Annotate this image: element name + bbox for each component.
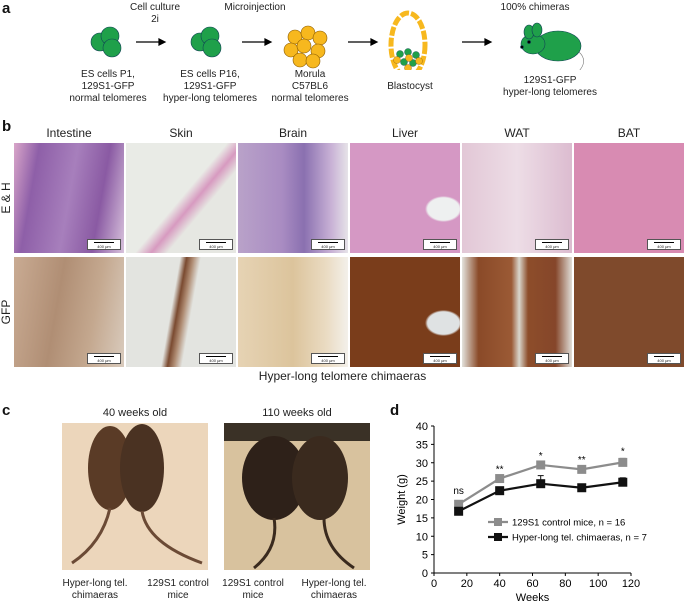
legend-marker (494, 533, 502, 541)
significance-label: ns (453, 486, 464, 497)
data-point (577, 483, 587, 493)
panel-b-label: b (2, 118, 12, 135)
y-tick-label: 35 (416, 439, 428, 451)
micrograph-skin-gfp: 400 μm (126, 257, 236, 367)
significance-label: * (621, 446, 625, 457)
legend-label: Hyper-long tel. chimaeras, n = 7 (512, 533, 647, 544)
legend-label: 129S1 control mice, n = 16 (512, 518, 625, 529)
scale-bar: 400 μm (87, 239, 121, 250)
panel-d-label: d (390, 402, 400, 419)
data-point (495, 474, 505, 484)
y-tick-label: 10 (416, 531, 428, 543)
scale-bar: 400 μm (199, 239, 233, 250)
scale-bar: 400 μm (87, 353, 121, 364)
y-tick-label: 30 (416, 458, 428, 470)
panel-a-label: a (2, 0, 11, 17)
step-caption: ES cells P16, 129S1-GFP hyper-long telom… (163, 69, 257, 104)
micrograph-intestine-he: 400 μm (14, 143, 124, 253)
step-caption: Morula C57BL6 normal telomeres (271, 69, 349, 104)
es-cells-p1-icon (90, 26, 122, 58)
scale-bar: 400 μm (199, 353, 233, 364)
arrow-icons (136, 38, 493, 46)
micrograph-wat-gfp: 400 μm (462, 257, 572, 367)
scale-bar: 400 μm (423, 239, 457, 250)
x-tick-label: 40 (494, 578, 506, 590)
mouse-label: Hyper-long tel. chimaeras (301, 578, 367, 601)
micrograph-bat-gfp: 400 μm (574, 257, 684, 367)
panel-c-label: c (2, 402, 11, 419)
micrograph-wat-he: 400 μm (462, 143, 572, 253)
data-point (454, 506, 464, 516)
scale-bar: 400 μm (647, 353, 681, 364)
y-tick-label: 20 (416, 495, 428, 507)
x-tick-label: 120 (622, 578, 640, 590)
micrograph-intestine-gfp: 400 μm (14, 257, 124, 367)
column-header: Intestine (46, 126, 92, 140)
x-tick-label: 20 (461, 578, 473, 590)
data-point (618, 477, 628, 487)
scale-bar: 400 μm (647, 239, 681, 250)
blastocyst-icon (388, 10, 428, 70)
mouse-label: 129S1 control mice (147, 578, 209, 601)
micrograph-liver-gfp: 400 μm (350, 257, 460, 367)
y-tick-label: 40 (416, 421, 428, 433)
column-header: BAT (617, 126, 641, 140)
y-tick-label: 5 (422, 550, 428, 562)
mouse-label: Hyper-long tel. chimaeras (62, 578, 128, 601)
workflow-diagram (90, 10, 584, 70)
column-header: Brain (278, 126, 307, 140)
column-header: Liver (391, 126, 418, 140)
arrow-label-cell-culture: Cell culture 2i (129, 2, 181, 25)
y-tick-label: 15 (416, 513, 428, 525)
column-header: WAT (504, 126, 530, 140)
data-point (536, 479, 546, 489)
micrograph-brain-gfp: 400 μm (238, 257, 348, 367)
es-cells-p16-icon (190, 26, 222, 58)
data-point (536, 460, 546, 470)
data-point (454, 499, 464, 509)
step-caption: Blastocyst (387, 81, 433, 92)
micrograph-liver-he: 400 μm (350, 143, 460, 253)
photo-title: 110 weeks old (262, 407, 332, 419)
mouse-label: 129S1 control mice (222, 578, 284, 601)
step-caption: 129S1-GFP hyper-long telomeres (503, 75, 597, 98)
mice-photo-40-weeks (62, 423, 208, 570)
panel-b-caption: Hyper-long telomere chimaeras (258, 369, 427, 383)
chimera-mouse-icon (520, 22, 584, 70)
x-tick-label: 100 (589, 578, 607, 590)
micrograph-skin-he: 400 μm (126, 143, 236, 253)
data-point (495, 486, 505, 496)
mice-photo-110-weeks (224, 423, 370, 570)
legend-marker (494, 518, 502, 526)
scale-bar: 400 μm (535, 353, 569, 364)
x-tick-label: 0 (431, 578, 437, 590)
photo-title: 40 weeks old (102, 407, 168, 419)
x-axis-label: Weeks (516, 592, 550, 604)
y-tick-label: 0 (422, 568, 428, 580)
arrow-label-chimeras: 100% chimeras (500, 2, 570, 13)
significance-label: ** (578, 455, 586, 466)
arrow-label-microinjection: Microinjection (224, 2, 286, 13)
scale-bar: 400 μm (423, 353, 457, 364)
x-tick-label: 80 (559, 578, 571, 590)
micrograph-brain-he: 400 μm (238, 143, 348, 253)
significance-label: ** (496, 465, 504, 476)
step-caption: ES cells P1, 129S1-GFP normal telomeres (69, 69, 147, 104)
scale-bar: 400 μm (311, 239, 345, 250)
y-tick-label: 25 (416, 476, 428, 488)
data-point (577, 464, 587, 474)
x-tick-label: 60 (526, 578, 538, 590)
column-header: Skin (169, 126, 193, 140)
morula-icon (283, 25, 328, 69)
data-point (618, 457, 628, 467)
significance-label: * (539, 451, 543, 462)
micrograph-bat-he: 400 μm (574, 143, 684, 253)
scale-bar: 400 μm (535, 239, 569, 250)
scale-bar: 400 μm (311, 353, 345, 364)
y-axis-label: Weight (g) (396, 474, 408, 525)
